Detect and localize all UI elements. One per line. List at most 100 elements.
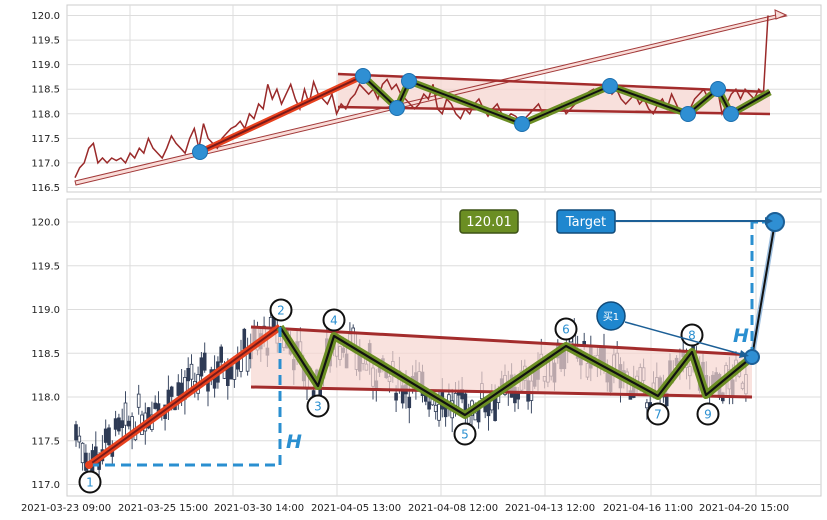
overview-series [74, 9, 788, 186]
x-tick-label: 2021-03-25 15:00 [118, 503, 208, 514]
pivot-dot [389, 100, 405, 116]
pivot-marker [646, 402, 670, 426]
target-box-label: Target [565, 215, 606, 230]
candle-body [169, 386, 174, 397]
height-label: H [286, 431, 302, 453]
buy-arrow [624, 321, 745, 356]
pivot-marker [78, 470, 102, 494]
candle-body [80, 442, 85, 464]
candle-body [74, 424, 78, 441]
x-tick-label: 2021-03-23 09:00 [21, 503, 111, 514]
y-tick-label: 118.5 [31, 349, 60, 360]
candle-body [199, 357, 204, 377]
candle-body [437, 403, 441, 421]
overview-y-ticks: 120.0 119.5 119.0 118.5 118.0 117.5 117.0 116.5 [31, 11, 60, 194]
price-box [459, 209, 519, 234]
channel-upper [250, 325, 753, 357]
pivot-label: 1 [86, 476, 94, 490]
pivot-label: 7 [654, 408, 662, 422]
pattern-overlay [85, 212, 785, 469]
start-dot [85, 461, 93, 469]
y-tick-label: 117.0 [31, 480, 60, 491]
breakout-line [751, 221, 776, 358]
candle-body [120, 420, 125, 429]
pivot-marker [554, 317, 578, 341]
y-tick-label: 118.5 [31, 85, 60, 96]
x-tick-label: 2021-04-05 13:00 [311, 503, 401, 514]
y-tick-label: 119.5 [31, 261, 60, 272]
pivot-marker [306, 394, 330, 418]
pivot-label: 8 [688, 329, 696, 343]
main-x-ticks: 2021-03-23 09:00 2021-03-25 15:00 2021-03-… [21, 503, 789, 514]
y-tick-label: 119.0 [31, 305, 60, 316]
pivot-marker [680, 323, 704, 347]
candle-body [127, 420, 131, 427]
x-tick-label: 2021-03-30 14:00 [214, 503, 304, 514]
y-tick-label: 119.0 [31, 60, 60, 71]
y-tick-label: 118.0 [31, 109, 60, 120]
y-tick-label: 117.5 [31, 134, 60, 145]
impulse-leg-core [199, 75, 364, 153]
candle-body [433, 404, 438, 412]
pivot-marker [322, 308, 346, 332]
candle-body [103, 428, 108, 443]
x-tick-label: 2021-04-08 12:00 [408, 503, 498, 514]
candle-body [202, 352, 207, 371]
trend-arrow [74, 13, 788, 186]
y-tick-label: 116.5 [31, 183, 60, 194]
trend-arrow-head [774, 9, 788, 20]
buy-marker [596, 301, 626, 331]
pivot-dot [514, 116, 530, 132]
buy-dot [744, 349, 760, 365]
pivot-label: 6 [562, 323, 570, 337]
candle-body [645, 402, 649, 409]
candle-body [189, 363, 194, 380]
pivot-label: 4 [330, 314, 338, 328]
pivot-marker [269, 298, 293, 322]
x-tick-label: 2021-04-20 15:00 [699, 503, 789, 514]
buy-arrow-head [739, 350, 749, 358]
x-tick-label: 2021-04-16 11:00 [603, 503, 693, 514]
candle-body [242, 328, 247, 350]
pivot-label: 2 [277, 304, 285, 318]
candle-body [186, 367, 191, 382]
pivot-marker [453, 422, 477, 446]
annotations: 1 2 3 4 5 6 7 8 9 H H 120.01 Target 买1 [78, 209, 773, 494]
pivot-label: 5 [461, 428, 469, 442]
y-tick-label: 120.0 [31, 11, 60, 22]
candle-body [107, 427, 111, 446]
candle-body [113, 418, 118, 430]
pivot-dot [680, 106, 696, 122]
candle-body [493, 397, 497, 422]
impulse-leg-core [88, 326, 281, 466]
pivot-dot [401, 73, 417, 89]
buy-label: 买1 [603, 311, 619, 323]
pivot-label: 9 [704, 408, 712, 422]
pivot-label: 3 [314, 400, 322, 414]
candle-body [245, 352, 250, 372]
candle-body [117, 417, 121, 432]
candle-body [427, 401, 431, 410]
pivot-marker [696, 402, 720, 426]
candle-body [136, 393, 141, 408]
main-y-ticks: 120.0 119.5 119.0 118.5 118.0 117.5 117.0 [31, 218, 60, 492]
candle-body [219, 346, 224, 363]
candle-body [123, 402, 128, 426]
overview-grid [67, 5, 821, 192]
candle-body [77, 435, 82, 443]
price-box-label: 120.01 [466, 215, 512, 230]
target-arrow-head [765, 217, 773, 225]
pivot-dot [710, 81, 726, 97]
candle-body [176, 382, 181, 396]
candle-body [407, 396, 412, 409]
candle-body [394, 392, 398, 401]
y-tick-label: 117.5 [31, 436, 60, 447]
y-tick-label: 118.0 [31, 393, 60, 404]
height-label: H [733, 325, 749, 347]
y-tick-label: 119.5 [31, 36, 60, 47]
candle-body [453, 392, 458, 406]
candle-body [153, 402, 158, 409]
y-tick-label: 117.0 [31, 158, 60, 169]
candle-body [229, 366, 233, 380]
